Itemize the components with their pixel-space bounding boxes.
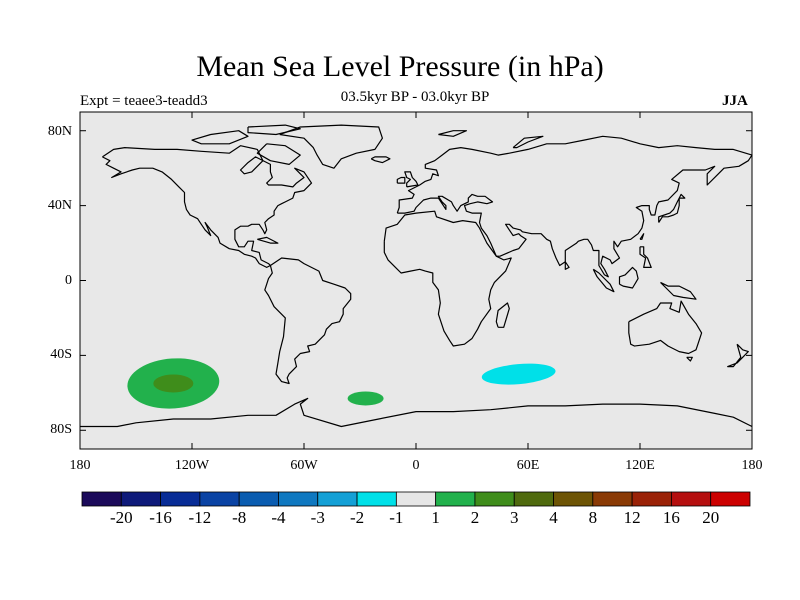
coastline-borneo bbox=[618, 266, 639, 289]
coastline-south-america bbox=[264, 257, 352, 385]
coastlines bbox=[80, 124, 753, 428]
anomaly-layer bbox=[127, 358, 556, 409]
colorbar-swatch bbox=[513, 491, 554, 507]
coastline-new-zealand bbox=[727, 343, 749, 368]
coastline-sri-lanka bbox=[564, 261, 570, 270]
colorbar-swatch bbox=[710, 491, 751, 507]
colorbar-label: -2 bbox=[349, 508, 365, 527]
lon-tick-label: 60W bbox=[290, 458, 318, 473]
colorbar-swatch bbox=[553, 491, 594, 507]
coastline-cuba bbox=[257, 236, 279, 244]
anomaly-south-pacific-core bbox=[153, 374, 194, 393]
colorbar-swatch bbox=[435, 491, 476, 507]
colorbar-label: 2 bbox=[470, 508, 480, 527]
coastline-japan bbox=[658, 193, 686, 223]
colorbar-label: 8 bbox=[588, 508, 598, 527]
colorbar-label: 4 bbox=[549, 508, 558, 527]
coastline-greenland bbox=[279, 124, 383, 169]
coastline-uk bbox=[404, 171, 419, 188]
colorbar-swatch bbox=[474, 491, 515, 507]
lat-tick-label: 80S bbox=[50, 422, 72, 437]
colorbar-label: -20 bbox=[109, 508, 133, 527]
colorbar-swatch bbox=[592, 491, 633, 507]
coastline-philippines bbox=[639, 246, 652, 268]
coastline-canadian-arctic-2 bbox=[191, 130, 249, 145]
page-title: Mean Sea Level Pressure (in hPa) bbox=[196, 50, 604, 83]
lon-tick-label: 120W bbox=[174, 458, 210, 473]
anomaly-indian-ocean-negative bbox=[481, 363, 556, 385]
coastline-taiwan bbox=[639, 233, 645, 240]
colorbar-swatch bbox=[356, 491, 397, 507]
lon-tick-label: 180 bbox=[741, 458, 763, 473]
lat-tick-label: 40N bbox=[47, 198, 72, 213]
colorbar bbox=[81, 491, 751, 507]
coastline-tasmania bbox=[686, 356, 693, 362]
coastline-australia bbox=[628, 300, 703, 355]
colorbar-label: -12 bbox=[188, 508, 212, 527]
lon-tick-label: 60E bbox=[516, 458, 540, 473]
colorbar-label: 1 bbox=[431, 508, 440, 527]
coastline-iceland bbox=[370, 156, 391, 164]
coastline-ireland bbox=[396, 176, 406, 184]
lat-tick-label: 0 bbox=[65, 273, 72, 288]
lat-tick-label: 80N bbox=[47, 124, 72, 139]
coastline-canadian-arctic-1 bbox=[256, 143, 301, 165]
colorbar-swatch bbox=[160, 491, 201, 507]
coastline-sumatra bbox=[592, 268, 615, 293]
lon-tick-label: 120E bbox=[625, 458, 655, 473]
period-label: 03.5kyr BP - 03.0kyr BP bbox=[340, 89, 490, 105]
experiment-label: Expt = teaee3-teadd3 bbox=[80, 93, 208, 109]
coastline-madagascar bbox=[495, 302, 510, 328]
colorbar-label: -4 bbox=[271, 508, 286, 527]
colorbar-label: -16 bbox=[149, 508, 172, 527]
colorbar-label: 16 bbox=[662, 508, 680, 527]
colorbar-swatch bbox=[238, 491, 279, 507]
colorbar-label: 12 bbox=[623, 508, 641, 527]
coastline-africa bbox=[383, 210, 512, 347]
season-label: JJA bbox=[722, 93, 748, 109]
axis-ticks bbox=[79, 112, 753, 449]
coastline-north-america bbox=[102, 145, 313, 268]
colorbar-swatch bbox=[631, 491, 672, 507]
coastline-antarctica bbox=[80, 397, 753, 428]
coastline-new-guinea bbox=[660, 281, 697, 300]
coastline-eurasia bbox=[396, 135, 753, 278]
lon-tick-label: 180 bbox=[69, 458, 91, 473]
colorbar-swatch bbox=[81, 491, 122, 507]
colorbar-label: 20 bbox=[702, 508, 720, 527]
colorbar-swatch bbox=[317, 491, 358, 507]
colorbar-swatch bbox=[120, 491, 161, 507]
colorbar-swatch bbox=[395, 491, 437, 507]
colorbar-swatch bbox=[671, 491, 712, 507]
colorbar-label: -3 bbox=[310, 508, 325, 527]
coastline-novaya-zemlya bbox=[512, 135, 544, 149]
colorbar-label: 3 bbox=[509, 508, 519, 527]
lat-tick-label: 40S bbox=[50, 347, 72, 362]
anomaly-south-atlantic-positive bbox=[347, 391, 384, 406]
colorbar-swatch bbox=[199, 491, 240, 507]
colorbar-label: -1 bbox=[389, 508, 404, 527]
coastline-canadian-arctic-3 bbox=[247, 124, 301, 136]
colorbar-label: -8 bbox=[232, 508, 247, 527]
coastline-svalbard bbox=[438, 130, 467, 137]
lon-tick-label: 0 bbox=[412, 458, 420, 473]
colorbar-swatch bbox=[278, 491, 319, 507]
